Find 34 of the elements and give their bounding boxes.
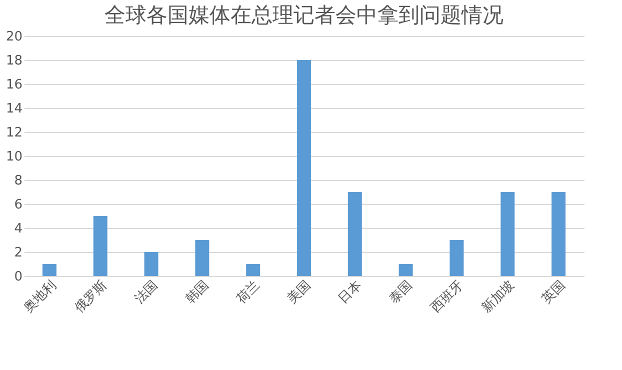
bar	[552, 192, 566, 276]
x-tick-label: 新加坡	[479, 278, 518, 316]
x-tick-label: 韩国	[183, 278, 212, 307]
bar	[297, 60, 311, 276]
bar	[398, 264, 413, 276]
y-tick-label: 18	[6, 54, 22, 68]
bar	[246, 264, 260, 276]
y-tick-label: 2	[14, 246, 22, 260]
y-tick-label: 4	[14, 222, 22, 236]
bar	[93, 216, 108, 276]
chart-title: 全球各国媒体在总理记者会中拿到问题情况	[104, 3, 504, 27]
y-tick-label: 12	[6, 126, 22, 140]
y-tick-label: 10	[6, 150, 22, 164]
y-tick-label: 0	[14, 270, 22, 284]
y-tick-label: 8	[14, 174, 22, 188]
bar	[42, 264, 56, 276]
x-tick-label: 英国	[539, 278, 568, 307]
x-tick-label: 泰国	[386, 278, 416, 307]
x-tick-label: 日本	[336, 278, 365, 307]
x-tick-label: 法国	[132, 278, 162, 307]
bar	[500, 192, 515, 276]
x-tick-label: 西班牙	[428, 278, 467, 316]
bar	[348, 192, 362, 276]
x-tick-label: 美国	[284, 277, 314, 307]
x-tick-label: 俄罗斯	[72, 278, 110, 316]
bar	[195, 240, 210, 276]
y-tick-label: 20	[6, 30, 22, 44]
x-tick-label: 荷兰	[234, 278, 263, 307]
bar	[144, 252, 158, 276]
y-tick-label: 6	[14, 198, 22, 212]
y-tick-label: 16	[6, 78, 22, 92]
y-tick-label: 14	[6, 102, 22, 116]
bar	[450, 240, 464, 276]
x-tick-label: 奥地利	[21, 278, 60, 316]
